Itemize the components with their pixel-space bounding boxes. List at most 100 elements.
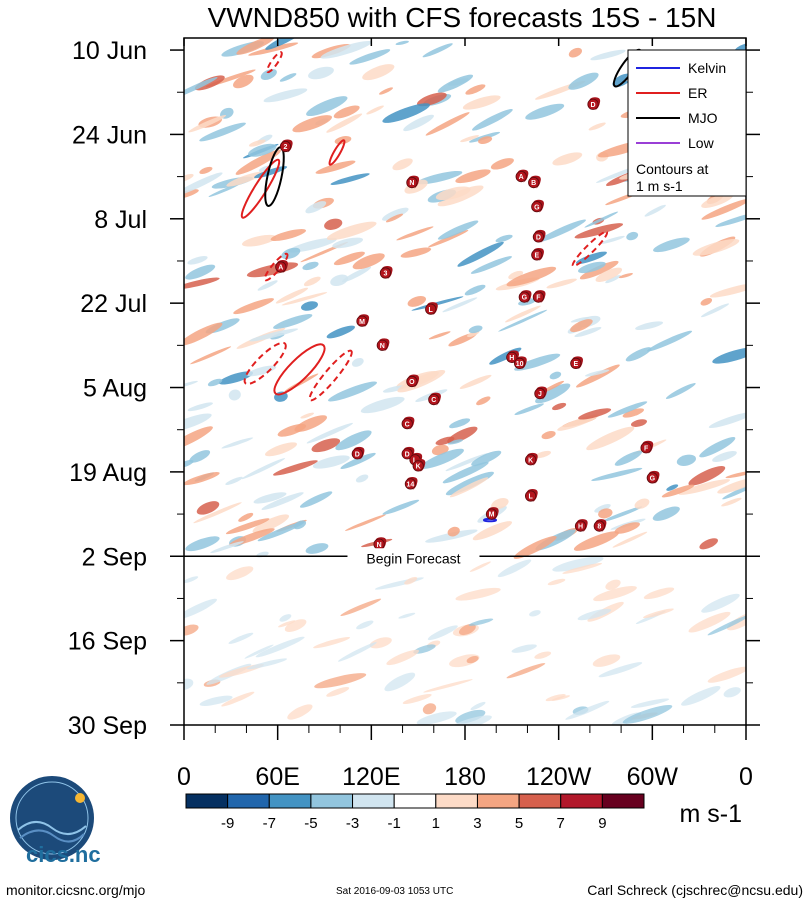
anomaly-blob bbox=[382, 207, 409, 221]
anomaly-blob bbox=[442, 297, 478, 313]
forecast-label-bg bbox=[347, 548, 480, 565]
anomaly-blob bbox=[255, 636, 305, 658]
colorbar-label: -5 bbox=[304, 815, 317, 832]
anomaly-blob bbox=[330, 173, 370, 185]
anomaly-blob bbox=[541, 380, 565, 393]
anomaly-blob bbox=[570, 319, 593, 333]
anomaly-blob bbox=[470, 256, 512, 274]
anomaly-blob bbox=[701, 198, 746, 220]
anomaly-blob bbox=[470, 701, 486, 711]
anomaly-blob bbox=[437, 74, 474, 93]
anomaly-blob bbox=[497, 559, 532, 578]
logo-waves-2 bbox=[19, 829, 85, 843]
anomaly-blob bbox=[300, 412, 315, 419]
anomaly-blob bbox=[208, 183, 240, 197]
anomaly-blob bbox=[568, 72, 599, 90]
y-tick-label: 5 Aug bbox=[83, 375, 147, 403]
colorbar-units: m s-1 bbox=[680, 800, 743, 828]
anomaly-blob bbox=[568, 47, 582, 58]
anomaly-blob bbox=[190, 346, 232, 365]
anomaly-blob bbox=[514, 403, 544, 415]
anomaly-blob bbox=[303, 276, 321, 287]
anomaly-blob bbox=[279, 614, 292, 622]
storm-label: M bbox=[359, 319, 365, 326]
anomaly-blob bbox=[187, 256, 208, 265]
storm-disc bbox=[524, 490, 537, 502]
storm-label: 3 bbox=[383, 271, 387, 278]
er-contour bbox=[263, 252, 289, 282]
footer-url[interactable]: monitor.cicsnc.org/mjo bbox=[6, 882, 146, 898]
storm-disc bbox=[593, 520, 605, 532]
colorbar-swatch bbox=[268, 793, 312, 809]
anomaly-blob bbox=[652, 506, 680, 521]
colorbar: -9 -7 -5 -3 -1 1 3 5 7 9 m s-1 bbox=[185, 793, 743, 832]
anomaly-blob bbox=[349, 49, 391, 65]
anomaly-blob bbox=[253, 492, 287, 504]
anomaly-blob bbox=[314, 673, 367, 689]
anomaly-blob bbox=[712, 347, 746, 364]
anomaly-blob bbox=[238, 512, 254, 522]
storm-marker: F bbox=[532, 290, 546, 304]
anomaly-blob bbox=[422, 703, 437, 715]
anomaly-blob bbox=[326, 686, 350, 697]
anomaly-blob bbox=[464, 284, 486, 296]
anomaly-blob bbox=[281, 247, 301, 260]
anomaly-blob bbox=[302, 261, 319, 271]
colorbar-label: 1 bbox=[432, 815, 440, 832]
storm-disc bbox=[401, 448, 413, 460]
anomaly-blob bbox=[221, 691, 255, 707]
anomaly-blob bbox=[189, 450, 211, 463]
anomaly-blob bbox=[552, 556, 604, 572]
anomaly-blob bbox=[723, 687, 741, 698]
anomaly-blob bbox=[642, 608, 674, 619]
y-tick-label: 2 Sep bbox=[82, 543, 147, 571]
anomaly-blob bbox=[525, 103, 565, 120]
anomaly-blob bbox=[593, 586, 637, 602]
anomaly-blob bbox=[382, 103, 430, 123]
anomaly-blob bbox=[598, 508, 613, 519]
storm-disc bbox=[531, 249, 543, 261]
anomaly-blob bbox=[468, 325, 483, 334]
anomaly-blob bbox=[333, 251, 365, 266]
storm-disc bbox=[574, 520, 587, 532]
anomaly-blob bbox=[281, 292, 328, 306]
anomaly-blob bbox=[351, 357, 364, 367]
anomaly-blob bbox=[626, 231, 639, 241]
anomaly-blob bbox=[185, 536, 220, 552]
storm-label: M bbox=[489, 512, 495, 519]
storm-disc bbox=[532, 291, 545, 303]
storm-marker: A bbox=[275, 260, 288, 273]
colorbar-swatch bbox=[518, 793, 562, 809]
legend-label: Kelvin bbox=[688, 60, 726, 76]
er-contour bbox=[273, 343, 326, 396]
anomaly-blob bbox=[392, 158, 413, 171]
colorbar-swatch bbox=[352, 793, 395, 809]
anomaly-blob bbox=[333, 105, 360, 119]
anomaly-blob bbox=[534, 651, 552, 659]
anomaly-blob bbox=[263, 88, 308, 103]
chart-title: VWND850 with CFS forecasts 15S - 15N bbox=[208, 2, 717, 33]
er-contour bbox=[571, 230, 609, 268]
storm-label: F bbox=[536, 295, 541, 302]
anomaly-blob bbox=[535, 383, 571, 404]
storm-marker: C bbox=[401, 416, 415, 430]
storm-disc bbox=[404, 478, 416, 490]
anomaly-blob bbox=[288, 237, 337, 253]
x-tick-label: 60W bbox=[627, 763, 679, 791]
storm-label: J bbox=[538, 391, 542, 398]
anomaly-blob bbox=[199, 695, 233, 706]
anomaly-blob bbox=[185, 264, 216, 280]
anomaly-blob bbox=[422, 43, 453, 58]
anomaly-blob bbox=[332, 237, 364, 249]
anomaly-blob bbox=[455, 587, 501, 601]
anomaly-blob bbox=[403, 114, 434, 132]
anomaly-blob bbox=[699, 436, 736, 458]
anomaly-blob bbox=[466, 655, 479, 664]
storm-disc bbox=[356, 315, 368, 327]
storm-label: D bbox=[590, 102, 595, 109]
anomaly-blob bbox=[644, 204, 666, 217]
anomaly-blob bbox=[717, 477, 746, 494]
storm-marker: K bbox=[524, 452, 538, 466]
anomaly-blob bbox=[465, 84, 486, 95]
anomaly-blob bbox=[448, 715, 492, 725]
